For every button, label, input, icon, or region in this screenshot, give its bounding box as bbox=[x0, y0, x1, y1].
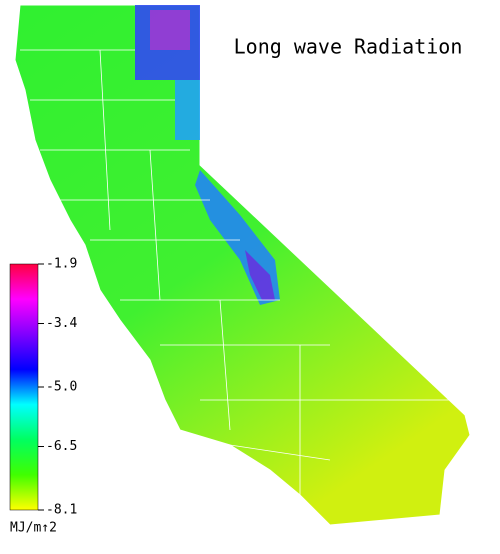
county-lines bbox=[20, 49, 460, 500]
colorbar bbox=[9, 263, 39, 511]
tick-label: -6.5 bbox=[46, 439, 77, 454]
map-title: Long wave Radiation bbox=[234, 35, 463, 59]
tick-label: -8.1 bbox=[46, 503, 77, 518]
tick-label: -1.9 bbox=[46, 257, 77, 272]
colorbar-unit: MJ/m↑2 bbox=[10, 521, 57, 536]
tick-label: -5.0 bbox=[46, 380, 77, 395]
tick-label: -3.4 bbox=[46, 316, 77, 331]
sierra-patches bbox=[135, 5, 280, 305]
